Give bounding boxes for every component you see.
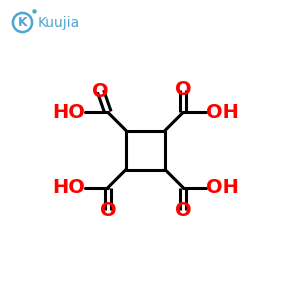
Text: O: O xyxy=(100,200,116,220)
Text: OH: OH xyxy=(206,103,239,122)
Text: K: K xyxy=(18,16,27,29)
Text: Kuujia: Kuujia xyxy=(38,16,80,29)
Circle shape xyxy=(33,10,36,13)
Text: O: O xyxy=(175,80,191,100)
Text: O: O xyxy=(92,82,109,101)
Text: HO: HO xyxy=(52,103,86,122)
Text: OH: OH xyxy=(206,178,239,197)
Text: O: O xyxy=(175,200,191,220)
Text: HO: HO xyxy=(52,178,86,197)
